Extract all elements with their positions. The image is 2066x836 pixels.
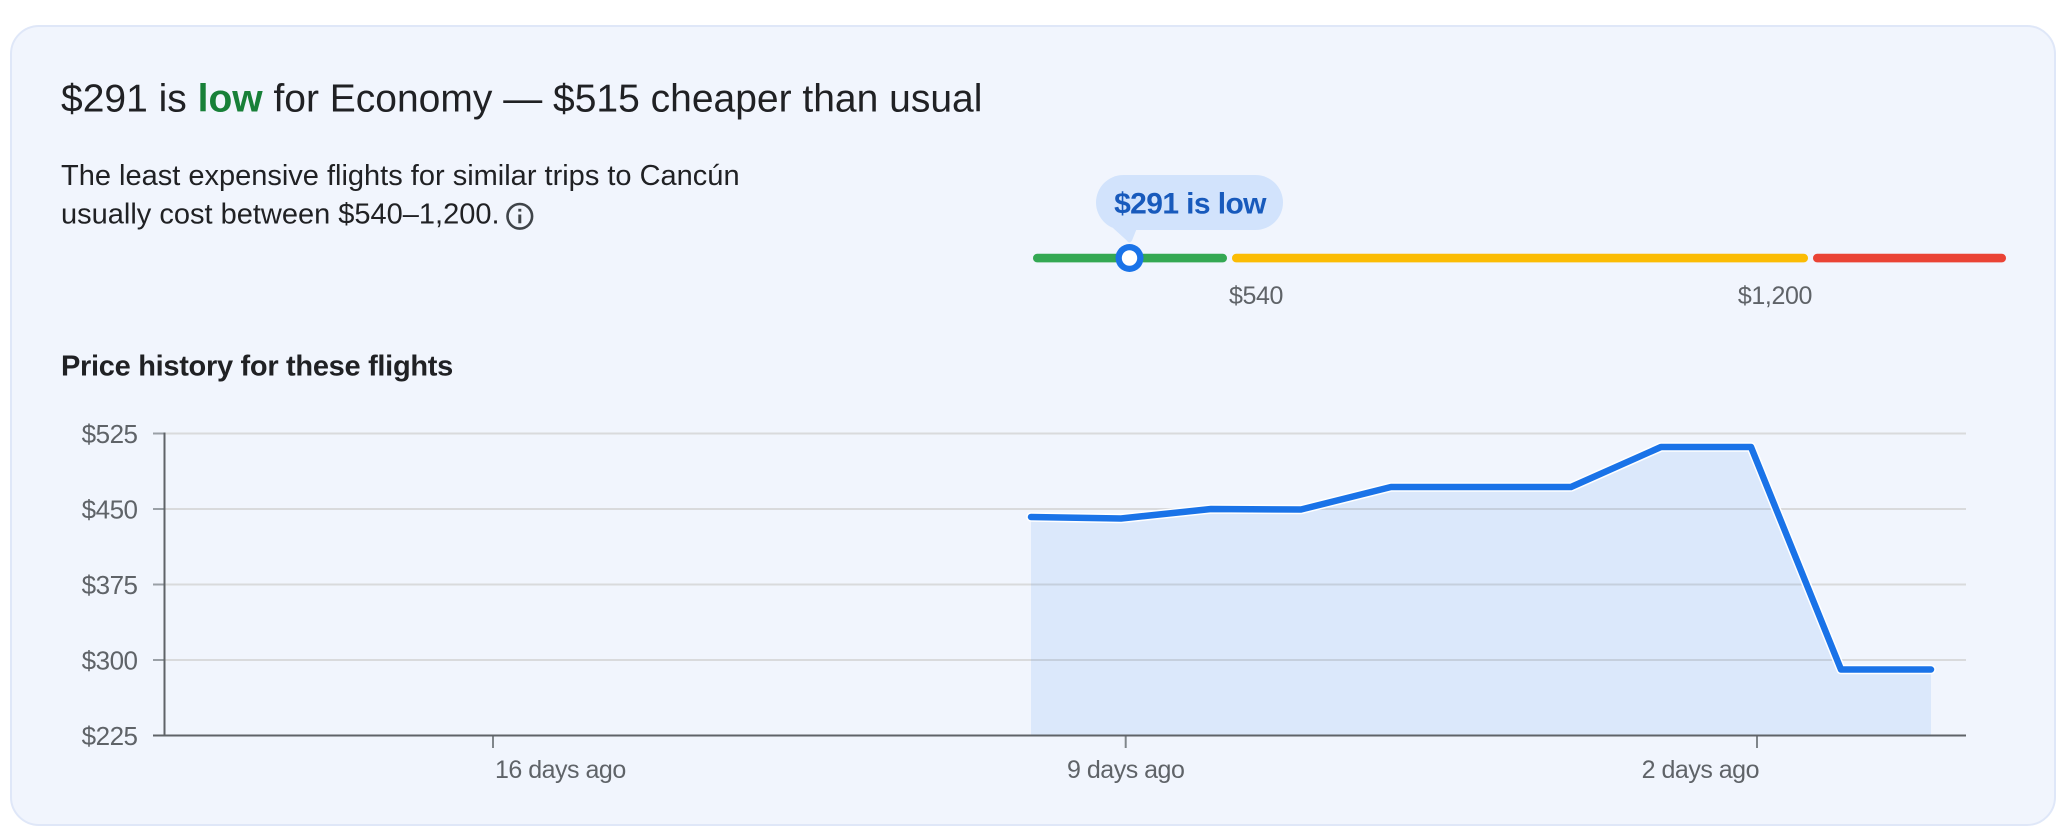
svg-text:$300: $300 (82, 645, 138, 675)
svg-text:$225: $225 (82, 721, 138, 751)
svg-text:$291 is low for Economy — $515: $291 is low for Economy — $515 cheaper t… (61, 78, 982, 121)
svg-text:$1,200: $1,200 (1738, 282, 1812, 310)
svg-text:$525: $525 (82, 419, 138, 449)
svg-text:9 days ago: 9 days ago (1067, 756, 1184, 784)
svg-text:$375: $375 (82, 570, 138, 600)
svg-text:16 days ago: 16 days ago (495, 756, 626, 784)
svg-text:usually cost between $540–1,20: usually cost between $540–1,200. (61, 199, 500, 231)
svg-text:$540: $540 (1229, 282, 1283, 310)
svg-text:Price history for these flight: Price history for these flights (61, 350, 453, 382)
svg-text:$291 is low: $291 is low (1114, 188, 1267, 221)
svg-text:2 days ago: 2 days ago (1642, 756, 1759, 784)
svg-text:The least expensive flights fo: The least expensive flights for similar … (61, 160, 740, 192)
svg-text:$450: $450 (82, 494, 138, 524)
